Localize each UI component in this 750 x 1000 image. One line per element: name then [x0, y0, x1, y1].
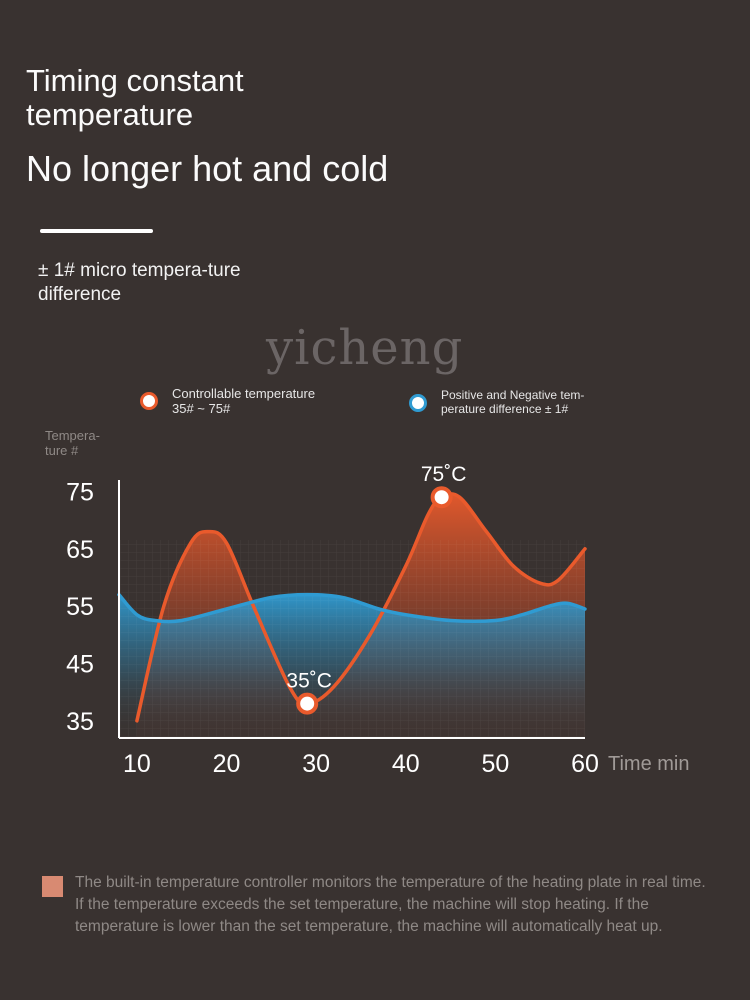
annotation-label: 35˚C	[286, 670, 332, 693]
x-tick-label: 20	[213, 750, 241, 778]
legend-difference-label: Positive and Negative tem-perature diffe…	[441, 388, 585, 416]
y-tick-label: 65	[66, 536, 94, 564]
page-subtitle: ± 1# micro tempera-ture difference	[38, 260, 241, 305]
y-tick-label: 45	[66, 650, 94, 678]
page-title: Timing constant temperature	[26, 63, 244, 132]
legend-difference: Positive and Negative tem-perature diffe…	[409, 388, 611, 416]
x-tick-label: 40	[392, 750, 420, 778]
temperature-chart: 75 65 55 45 35 10 20 30 40 50 60 Time min Tempera-tu…	[45, 428, 689, 778]
series-controllable-line	[135, 492, 587, 723]
x-tick-label: 10	[123, 750, 151, 778]
y-tick-label: 75	[66, 478, 94, 506]
blue-dot-icon	[409, 394, 427, 412]
orange-dot-icon	[140, 392, 158, 410]
y-axis-label: Tempera-ture #	[45, 428, 100, 458]
annotation-marker	[430, 486, 453, 509]
plot-grid	[119, 540, 585, 738]
series-difference-line	[117, 592, 587, 624]
x-tick-label: 60	[571, 750, 599, 778]
legend-controllable: Controllable temperature 35# ~ 75#	[140, 386, 315, 416]
x-axis-label: Time min	[608, 753, 689, 775]
legend-controllable-range: 35# ~ 75#	[172, 401, 231, 416]
annotation-marker	[296, 692, 319, 715]
note-swatch	[42, 876, 63, 897]
brand-watermark: yicheng	[266, 320, 464, 376]
note-text: The built-in temperature controller moni…	[75, 874, 706, 935]
y-tick-label: 55	[66, 593, 94, 621]
y-tick-label: 35	[66, 708, 94, 736]
legend-controllable-label: Controllable temperature	[172, 386, 316, 401]
x-tick-label: 30	[302, 750, 330, 778]
legend-controllable-text: Controllable temperature 35# ~ 75#	[172, 386, 315, 416]
annotation-label: 75˚C	[421, 463, 467, 486]
title-divider	[40, 229, 153, 233]
x-tick-label: 50	[481, 750, 509, 778]
page-headline: No longer hot and cold	[26, 148, 389, 189]
